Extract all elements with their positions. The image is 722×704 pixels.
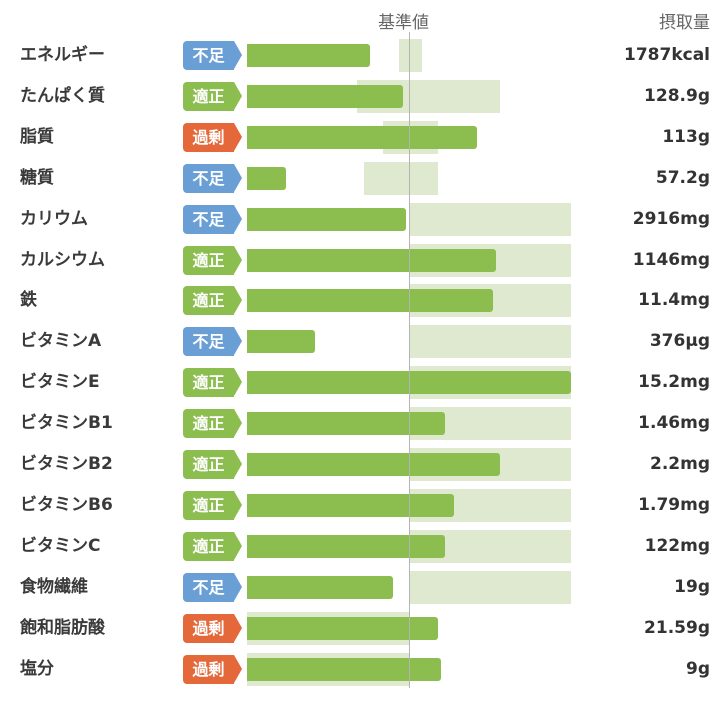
- intake-bar: [247, 248, 497, 272]
- intake-bar: [247, 44, 371, 67]
- intake-bar: [247, 207, 406, 231]
- intake-value: 1787kcal: [624, 45, 710, 65]
- nutrient-name: ビタミンB6: [20, 494, 113, 515]
- nutrient-name: ビタミンB2: [20, 454, 113, 474]
- intake-bar: [247, 84, 403, 108]
- status-badge: 適正: [183, 490, 242, 520]
- status-badge: 適正: [183, 409, 242, 439]
- status-badge: 不足: [183, 204, 242, 234]
- intake-value: 1.46mg: [638, 413, 710, 434]
- nutrient-row[interactable]: 鉄 適正 11.4mg: [0, 280, 722, 321]
- standard-range-bar: [399, 39, 422, 72]
- nutrient-name: 食物繊維: [20, 576, 88, 597]
- intake-bar: [247, 657, 442, 681]
- intake-value: 11.4mg: [638, 290, 710, 311]
- intake-value: 122mg: [644, 535, 710, 556]
- status-badge: 適正: [183, 245, 242, 275]
- nutrient-row[interactable]: 脂質 過剰 113g: [0, 117, 722, 158]
- nutrient-row[interactable]: 飽和脂肪酸 過剰 21.59g: [0, 608, 722, 649]
- intake-value: 9g: [686, 658, 710, 679]
- intake-value: 15.2mg: [638, 372, 710, 393]
- intake-bar: [247, 534, 445, 558]
- intake-value: 2.2mg: [650, 454, 710, 474]
- status-badge: 過剰: [183, 613, 242, 643]
- nutrient-row[interactable]: ビタミンA 不足 376µg: [0, 321, 722, 362]
- nutrient-row[interactable]: ビタミンC 適正 122mg: [0, 526, 722, 567]
- standard-range-bar: [409, 570, 571, 604]
- nutrient-row[interactable]: 塩分 過剰 9g: [0, 649, 722, 690]
- intake-value: 113g: [662, 126, 710, 147]
- nutrient-name: ビタミンB1: [20, 413, 113, 434]
- intake-value: 2916mg: [632, 208, 710, 229]
- nutrient-name: 鉄: [20, 290, 37, 311]
- nutrient-row[interactable]: 糖質 不足 57.2g: [0, 158, 722, 199]
- status-badge: 過剰: [183, 122, 242, 152]
- status-badge: 適正: [183, 450, 242, 479]
- nutrient-row[interactable]: ビタミンB6 適正 1.79mg: [0, 485, 722, 526]
- standard-range-bar: [409, 202, 571, 236]
- nutrient-row[interactable]: たんぱく質 適正 128.9g: [0, 76, 722, 117]
- intake-value: 376µg: [649, 331, 710, 352]
- nutrient-name: 飽和脂肪酸: [20, 617, 105, 638]
- status-badge: 不足: [183, 572, 242, 602]
- standard-range-bar: [409, 325, 571, 359]
- nutrient-row[interactable]: 食物繊維 不足 19g: [0, 567, 722, 608]
- nutrient-name: 塩分: [20, 658, 54, 679]
- status-badge: 適正: [183, 81, 242, 111]
- nutrient-name: 脂質: [20, 126, 54, 147]
- status-badge: 適正: [183, 531, 242, 561]
- status-badge: 不足: [183, 41, 242, 70]
- status-badge: 適正: [183, 368, 242, 398]
- intake-header: 摂取量: [659, 13, 710, 33]
- intake-bar: [247, 125, 478, 149]
- intake-bar: [247, 330, 316, 354]
- intake-value: 1146mg: [632, 249, 710, 270]
- intake-value: 57.2g: [655, 167, 710, 188]
- intake-bar: [247, 453, 500, 476]
- nutrient-name: ビタミンE: [20, 372, 100, 393]
- nutrient-row[interactable]: エネルギー 不足 1787kcal: [0, 35, 722, 76]
- status-badge: 適正: [183, 286, 242, 316]
- status-badge: 過剰: [183, 654, 242, 684]
- intake-value: 128.9g: [644, 85, 710, 106]
- standard-reference-line: [409, 32, 410, 688]
- nutrient-name: エネルギー: [20, 45, 105, 65]
- status-badge: 不足: [183, 163, 242, 193]
- intake-bar: [247, 412, 445, 436]
- nutrient-name: 糖質: [20, 167, 54, 188]
- intake-bar: [247, 166, 286, 190]
- intake-bar: [247, 289, 494, 313]
- nutrient-name: ビタミンC: [20, 535, 101, 556]
- nutrient-name: ビタミンA: [20, 331, 102, 352]
- intake-value: 19g: [674, 576, 710, 597]
- nutrient-row[interactable]: ビタミンE 適正 15.2mg: [0, 362, 722, 403]
- intake-bar: [247, 575, 393, 599]
- nutrient-row[interactable]: カリウム 不足 2916mg: [0, 199, 722, 240]
- standard-range-bar: [363, 161, 439, 195]
- standard-value-header: 基準値: [378, 13, 429, 33]
- intake-value: 1.79mg: [638, 494, 710, 515]
- nutrient-name: カルシウム: [20, 249, 105, 270]
- nutrient-row[interactable]: ビタミンB2 適正 2.2mg: [0, 444, 722, 485]
- nutrient-row[interactable]: カルシウム 適正 1146mg: [0, 240, 722, 281]
- intake-bar: [247, 493, 455, 517]
- nutrient-row[interactable]: ビタミンB1 適正 1.46mg: [0, 403, 722, 444]
- nutrient-name: カリウム: [20, 208, 88, 229]
- intake-value: 21.59g: [644, 617, 710, 638]
- intake-bar: [247, 616, 439, 640]
- nutrient-name: たんぱく質: [20, 85, 105, 106]
- status-badge: 不足: [183, 327, 242, 357]
